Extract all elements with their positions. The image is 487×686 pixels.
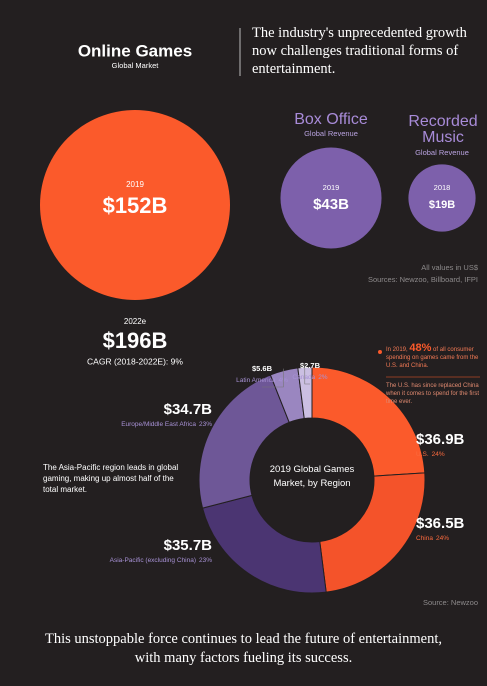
bubble-subtitle: Global Revenue [415, 148, 469, 157]
bubble-title: Online Games [78, 41, 192, 60]
region-label: Europe/Middle East Africa 23% [121, 421, 212, 428]
amount-label: $36.9B [416, 431, 465, 448]
bubble [280, 147, 382, 249]
region-percent: 2% [318, 374, 328, 381]
bubble-title: Recorded Music [408, 113, 478, 146]
source-note: All values in US$ [421, 263, 479, 272]
bubble [408, 164, 476, 232]
bubble [40, 110, 230, 300]
region-percent: 24% [436, 535, 449, 542]
annotation-text: 48% [409, 342, 432, 354]
amount-label: $35.7B [164, 537, 213, 554]
donut-title: 2019 Global Games Market, by Region [269, 464, 355, 489]
region-label: U.S. 24% [416, 451, 445, 458]
region-name: Europe/Middle East Africa [121, 421, 196, 428]
region-name: Latin America [236, 377, 276, 384]
region-name: Asia-Pacific (excluding China) [110, 557, 196, 564]
annotation-dot [378, 350, 382, 354]
headline: The industry's unprecedented growth now … [252, 25, 467, 77]
bubble-value: $43B [313, 196, 349, 213]
region-label: Canada 2% [292, 374, 327, 381]
bubble-value: $152B [103, 193, 168, 218]
projection-note: CAGR (2018-2022E): 9% [87, 356, 183, 366]
bubble-subtitle: Global Revenue [304, 129, 358, 138]
annotation-text: The U.S. has since replaced China when i… [386, 383, 480, 405]
source-note: Sources: Newzoo, Billboard, IFPI [368, 275, 478, 284]
amount-label: $2.7B [300, 361, 321, 370]
amount-label: $34.7B [164, 401, 213, 418]
region-name: U.S. [416, 451, 429, 458]
region-percent: 24% [432, 451, 445, 458]
bubble-subtitle: Global Market [112, 61, 160, 70]
donut-slice [201, 494, 327, 594]
region-percent: 23% [199, 421, 212, 428]
amount-label: $5.6B [252, 364, 273, 373]
donut-slice [198, 374, 290, 509]
annotation-text: of all consumer spending on games came f… [386, 347, 479, 369]
annotation: In 2019, 48% of all consumer spending on… [386, 342, 482, 370]
leader-line [304, 365, 310, 385]
bubble-year: 2018 [434, 183, 451, 192]
projection-value: $196B [103, 328, 168, 353]
donut-slice [311, 366, 426, 477]
bubble-year: 2019 [126, 180, 144, 189]
region-name: Canada [292, 374, 315, 381]
footer: This unstoppable force continues to lead… [44, 631, 442, 666]
bubble-value: $19B [429, 199, 455, 211]
amount-label: $36.5B [416, 515, 465, 532]
projection-year: 2022e [124, 317, 147, 326]
source-note: Source: Newzoo [423, 598, 478, 607]
region-percent: 23% [199, 557, 212, 564]
region-note: The Asia-Pacific region leads in global … [43, 463, 179, 494]
donut-slice [297, 366, 313, 420]
region-label: Latin America 4% [236, 377, 288, 384]
bubble-title: Box Office [294, 111, 368, 128]
region-name: China [416, 535, 433, 542]
leader-line [262, 368, 284, 388]
region-label: Asia-Pacific (excluding China) 23% [110, 557, 213, 564]
region-label: China 24% [416, 535, 449, 542]
bubble-year: 2019 [323, 183, 340, 192]
annotation: The U.S. has since replaced China when i… [386, 382, 482, 406]
donut-slice [319, 472, 426, 593]
annotation-text: In 2019, [386, 347, 410, 353]
